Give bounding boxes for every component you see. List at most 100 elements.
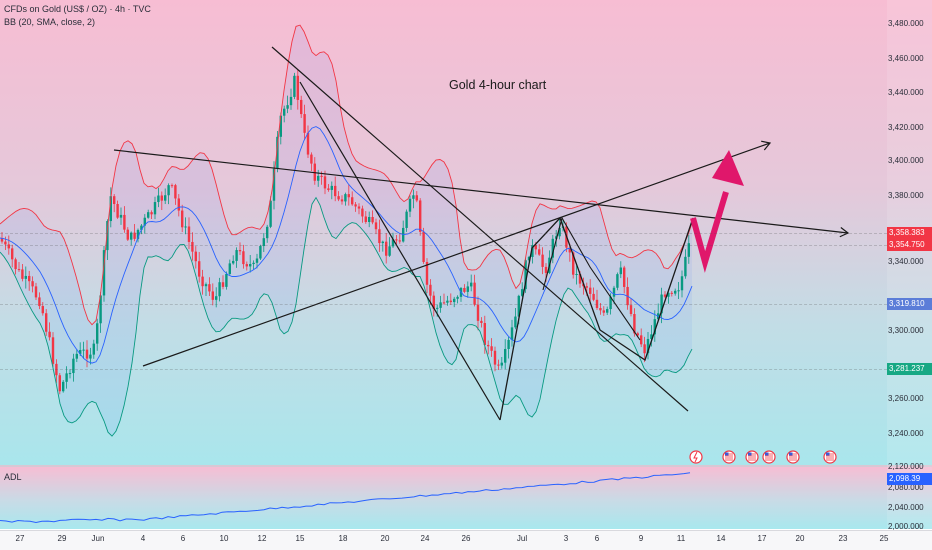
trendline-arrowhead bbox=[839, 227, 850, 238]
adl-pane[interactable] bbox=[0, 467, 932, 529]
price-axis[interactable] bbox=[887, 0, 932, 530]
time-tick-label: 17 bbox=[757, 534, 767, 543]
candle bbox=[330, 181, 333, 200]
candle bbox=[215, 287, 218, 308]
adl-legend[interactable]: ADL bbox=[4, 472, 22, 482]
band-area bbox=[0, 25, 692, 437]
bollinger-bands bbox=[0, 24, 693, 437]
adl-tick-label: 2,040.000 bbox=[888, 503, 924, 512]
candle bbox=[497, 359, 500, 370]
bollinger-band-fill bbox=[0, 25, 692, 437]
candle bbox=[51, 332, 55, 368]
time-tick-label: 20 bbox=[795, 534, 805, 543]
time-tick-label: 26 bbox=[461, 534, 471, 543]
chart-annotation: Gold 4-hour chart bbox=[449, 78, 547, 92]
candle bbox=[75, 348, 78, 363]
candle bbox=[595, 289, 599, 311]
candle bbox=[92, 339, 95, 359]
candle bbox=[7, 235, 10, 255]
time-tick-label: Jul bbox=[516, 534, 528, 543]
forecast-zigzag[interactable] bbox=[690, 191, 729, 273]
indicator-legend[interactable]: BB (20, SMA, close, 2) bbox=[4, 17, 96, 27]
candle bbox=[589, 279, 592, 302]
us-flag-event-icon[interactable] bbox=[786, 450, 800, 464]
candle bbox=[684, 249, 687, 279]
candle bbox=[470, 274, 473, 292]
candle bbox=[500, 356, 503, 369]
candle bbox=[174, 183, 177, 205]
candle bbox=[412, 189, 415, 209]
candle bbox=[378, 219, 381, 252]
candle bbox=[232, 255, 235, 265]
candle bbox=[429, 279, 432, 305]
candle bbox=[0, 231, 4, 244]
candle bbox=[575, 265, 578, 285]
candle bbox=[31, 276, 34, 293]
price-tick-label: 3,460.000 bbox=[888, 54, 924, 63]
upper-band bbox=[0, 24, 693, 326]
candle bbox=[453, 296, 456, 308]
candle bbox=[17, 262, 21, 272]
candle bbox=[643, 336, 646, 363]
zigzag-pattern[interactable] bbox=[499, 216, 694, 421]
candle bbox=[663, 291, 667, 299]
time-tick-label: 20 bbox=[380, 534, 390, 543]
price-tag: 3,354.750 bbox=[887, 239, 932, 251]
candle bbox=[276, 130, 279, 173]
candle bbox=[619, 261, 622, 279]
candle bbox=[374, 218, 378, 235]
candle bbox=[150, 210, 153, 219]
descending-line-inner[interactable] bbox=[299, 81, 501, 421]
candle bbox=[38, 292, 41, 310]
candle bbox=[408, 195, 412, 218]
price-pane[interactable] bbox=[0, 0, 932, 466]
us-flag-event-icon[interactable] bbox=[823, 450, 837, 464]
candle bbox=[680, 270, 684, 298]
time-axis[interactable] bbox=[0, 530, 932, 550]
candle bbox=[398, 234, 401, 244]
candle bbox=[34, 282, 38, 300]
candle bbox=[476, 296, 480, 331]
us-flag-event-icon[interactable] bbox=[762, 450, 776, 464]
candle bbox=[228, 259, 231, 276]
time-tick-label: 18 bbox=[338, 534, 348, 543]
candle bbox=[660, 287, 663, 324]
candle bbox=[201, 269, 204, 295]
candle bbox=[296, 69, 299, 110]
candle bbox=[68, 369, 72, 379]
candle bbox=[347, 184, 350, 206]
lightning-event-icon[interactable] bbox=[689, 450, 703, 464]
candle bbox=[629, 298, 633, 317]
candle bbox=[395, 235, 398, 245]
candle bbox=[442, 293, 446, 305]
candle bbox=[211, 283, 214, 306]
pane-separator[interactable] bbox=[0, 465, 932, 467]
us-flag-event-icon[interactable] bbox=[745, 450, 759, 464]
candle bbox=[133, 224, 136, 242]
candle bbox=[327, 183, 330, 192]
candle bbox=[177, 194, 180, 217]
symbol-title[interactable]: CFDs on Gold (US$ / OZ) · 4h · TVC bbox=[4, 4, 151, 14]
price-level-line bbox=[0, 369, 887, 370]
candle bbox=[388, 237, 391, 257]
upper-resistance-line[interactable] bbox=[113, 149, 849, 234]
candle bbox=[344, 192, 347, 206]
candle bbox=[371, 210, 374, 225]
price-tick-label: 3,260.000 bbox=[888, 394, 924, 403]
candle bbox=[551, 234, 554, 264]
rising-support-line[interactable] bbox=[142, 142, 771, 367]
descending-channel-top[interactable] bbox=[271, 46, 689, 412]
time-tick-label: 11 bbox=[676, 534, 686, 543]
candle bbox=[337, 191, 340, 202]
candle bbox=[89, 347, 92, 365]
candle bbox=[592, 287, 595, 302]
us-flag-event-icon[interactable] bbox=[722, 450, 736, 464]
candle bbox=[449, 293, 452, 305]
candle bbox=[361, 205, 364, 223]
candle bbox=[504, 339, 507, 370]
time-tick-label: 10 bbox=[219, 534, 229, 543]
candle bbox=[507, 336, 510, 359]
zigzag-inner[interactable] bbox=[542, 216, 641, 341]
candle bbox=[446, 295, 449, 306]
candle bbox=[541, 247, 544, 275]
